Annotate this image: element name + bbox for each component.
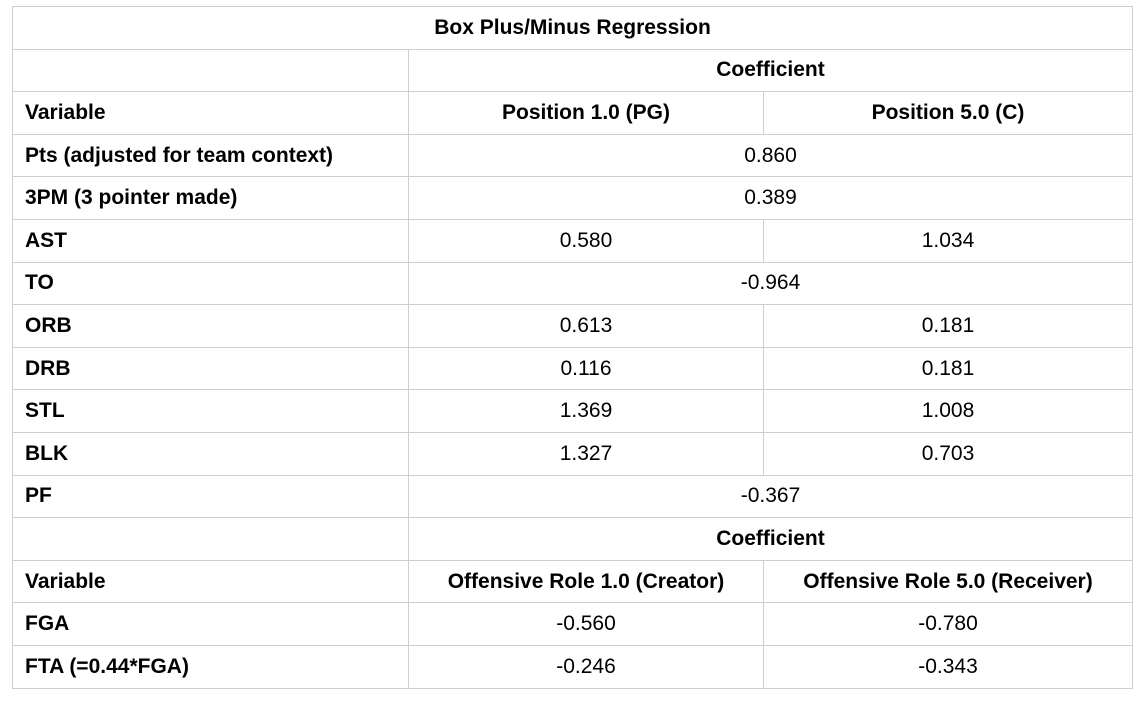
value-cell: 0.181 (762, 346, 1134, 391)
column-header-receiver: Offensive Role 5.0 (Receiver) (762, 559, 1134, 604)
empty-cell (12, 517, 409, 561)
variable-cell: 3PM (3 pointer made) (12, 176, 409, 220)
variable-header: Variable (12, 559, 409, 604)
value-cell: 0.181 (762, 304, 1134, 348)
empty-cell (12, 48, 409, 93)
value-cell: 0.116 (408, 346, 764, 391)
box-plus-minus-table: Box Plus/Minus Regression Coefficient Va… (11, 6, 1134, 689)
variable-header: Variable (12, 91, 409, 135)
table-row: TO -0.964 (12, 261, 1134, 306)
value-cell: 1.327 (408, 431, 764, 476)
value-cell: -0.964 (407, 261, 1134, 306)
variable-cell: Pts (adjusted for team context) (12, 133, 409, 178)
variable-cell: FTA (=0.44*FGA) (12, 644, 409, 689)
variable-cell: ORB (12, 304, 409, 348)
variable-cell: FGA (12, 602, 409, 646)
table-row: PF -0.367 (12, 474, 1134, 519)
value-cell: 1.034 (762, 218, 1134, 263)
variable-cell: TO (12, 261, 409, 306)
table-row: AST 0.580 1.034 (12, 218, 1134, 263)
value-cell: -0.246 (408, 644, 764, 689)
table-row: FTA (=0.44*FGA) -0.246 -0.343 (12, 644, 1134, 689)
value-cell: -0.780 (762, 602, 1134, 646)
variable-cell: AST (12, 218, 409, 263)
column-header-creator: Offensive Role 1.0 (Creator) (408, 559, 764, 604)
coefficient-header: Coefficient (407, 517, 1134, 561)
group-header-row: Coefficient (12, 48, 1134, 93)
value-cell: -0.367 (407, 474, 1134, 519)
variable-cell: BLK (12, 431, 409, 476)
group-header-row: Coefficient (12, 517, 1134, 561)
value-cell: 0.613 (408, 304, 764, 348)
value-cell: -0.343 (762, 644, 1134, 689)
column-header-row: Variable Position 1.0 (PG) Position 5.0 … (12, 91, 1134, 135)
table-title: Box Plus/Minus Regression (11, 6, 1134, 50)
table-row: DRB 0.116 0.181 (12, 346, 1134, 391)
value-cell: 0.703 (762, 431, 1134, 476)
column-header-position-pg: Position 1.0 (PG) (408, 91, 764, 135)
value-cell: 0.860 (407, 133, 1134, 178)
table-row: STL 1.369 1.008 (12, 389, 1134, 433)
table-title-row: Box Plus/Minus Regression (11, 6, 1134, 50)
value-cell: 1.008 (762, 389, 1134, 433)
table-row: FGA -0.560 -0.780 (12, 602, 1134, 646)
value-cell: 1.369 (408, 389, 764, 433)
value-cell: 0.389 (407, 176, 1134, 220)
variable-cell: STL (12, 389, 409, 433)
table-row: BLK 1.327 0.703 (12, 431, 1134, 476)
column-header-row: Variable Offensive Role 1.0 (Creator) Of… (12, 559, 1134, 604)
table-row: ORB 0.613 0.181 (12, 304, 1134, 348)
value-cell: 0.580 (408, 218, 764, 263)
variable-cell: DRB (12, 346, 409, 391)
value-cell: -0.560 (408, 602, 764, 646)
column-header-position-c: Position 5.0 (C) (762, 91, 1134, 135)
table-row: 3PM (3 pointer made) 0.389 (12, 176, 1134, 220)
variable-cell: PF (12, 474, 409, 519)
table-row: Pts (adjusted for team context) 0.860 (12, 133, 1134, 178)
coefficient-header: Coefficient (407, 48, 1134, 93)
